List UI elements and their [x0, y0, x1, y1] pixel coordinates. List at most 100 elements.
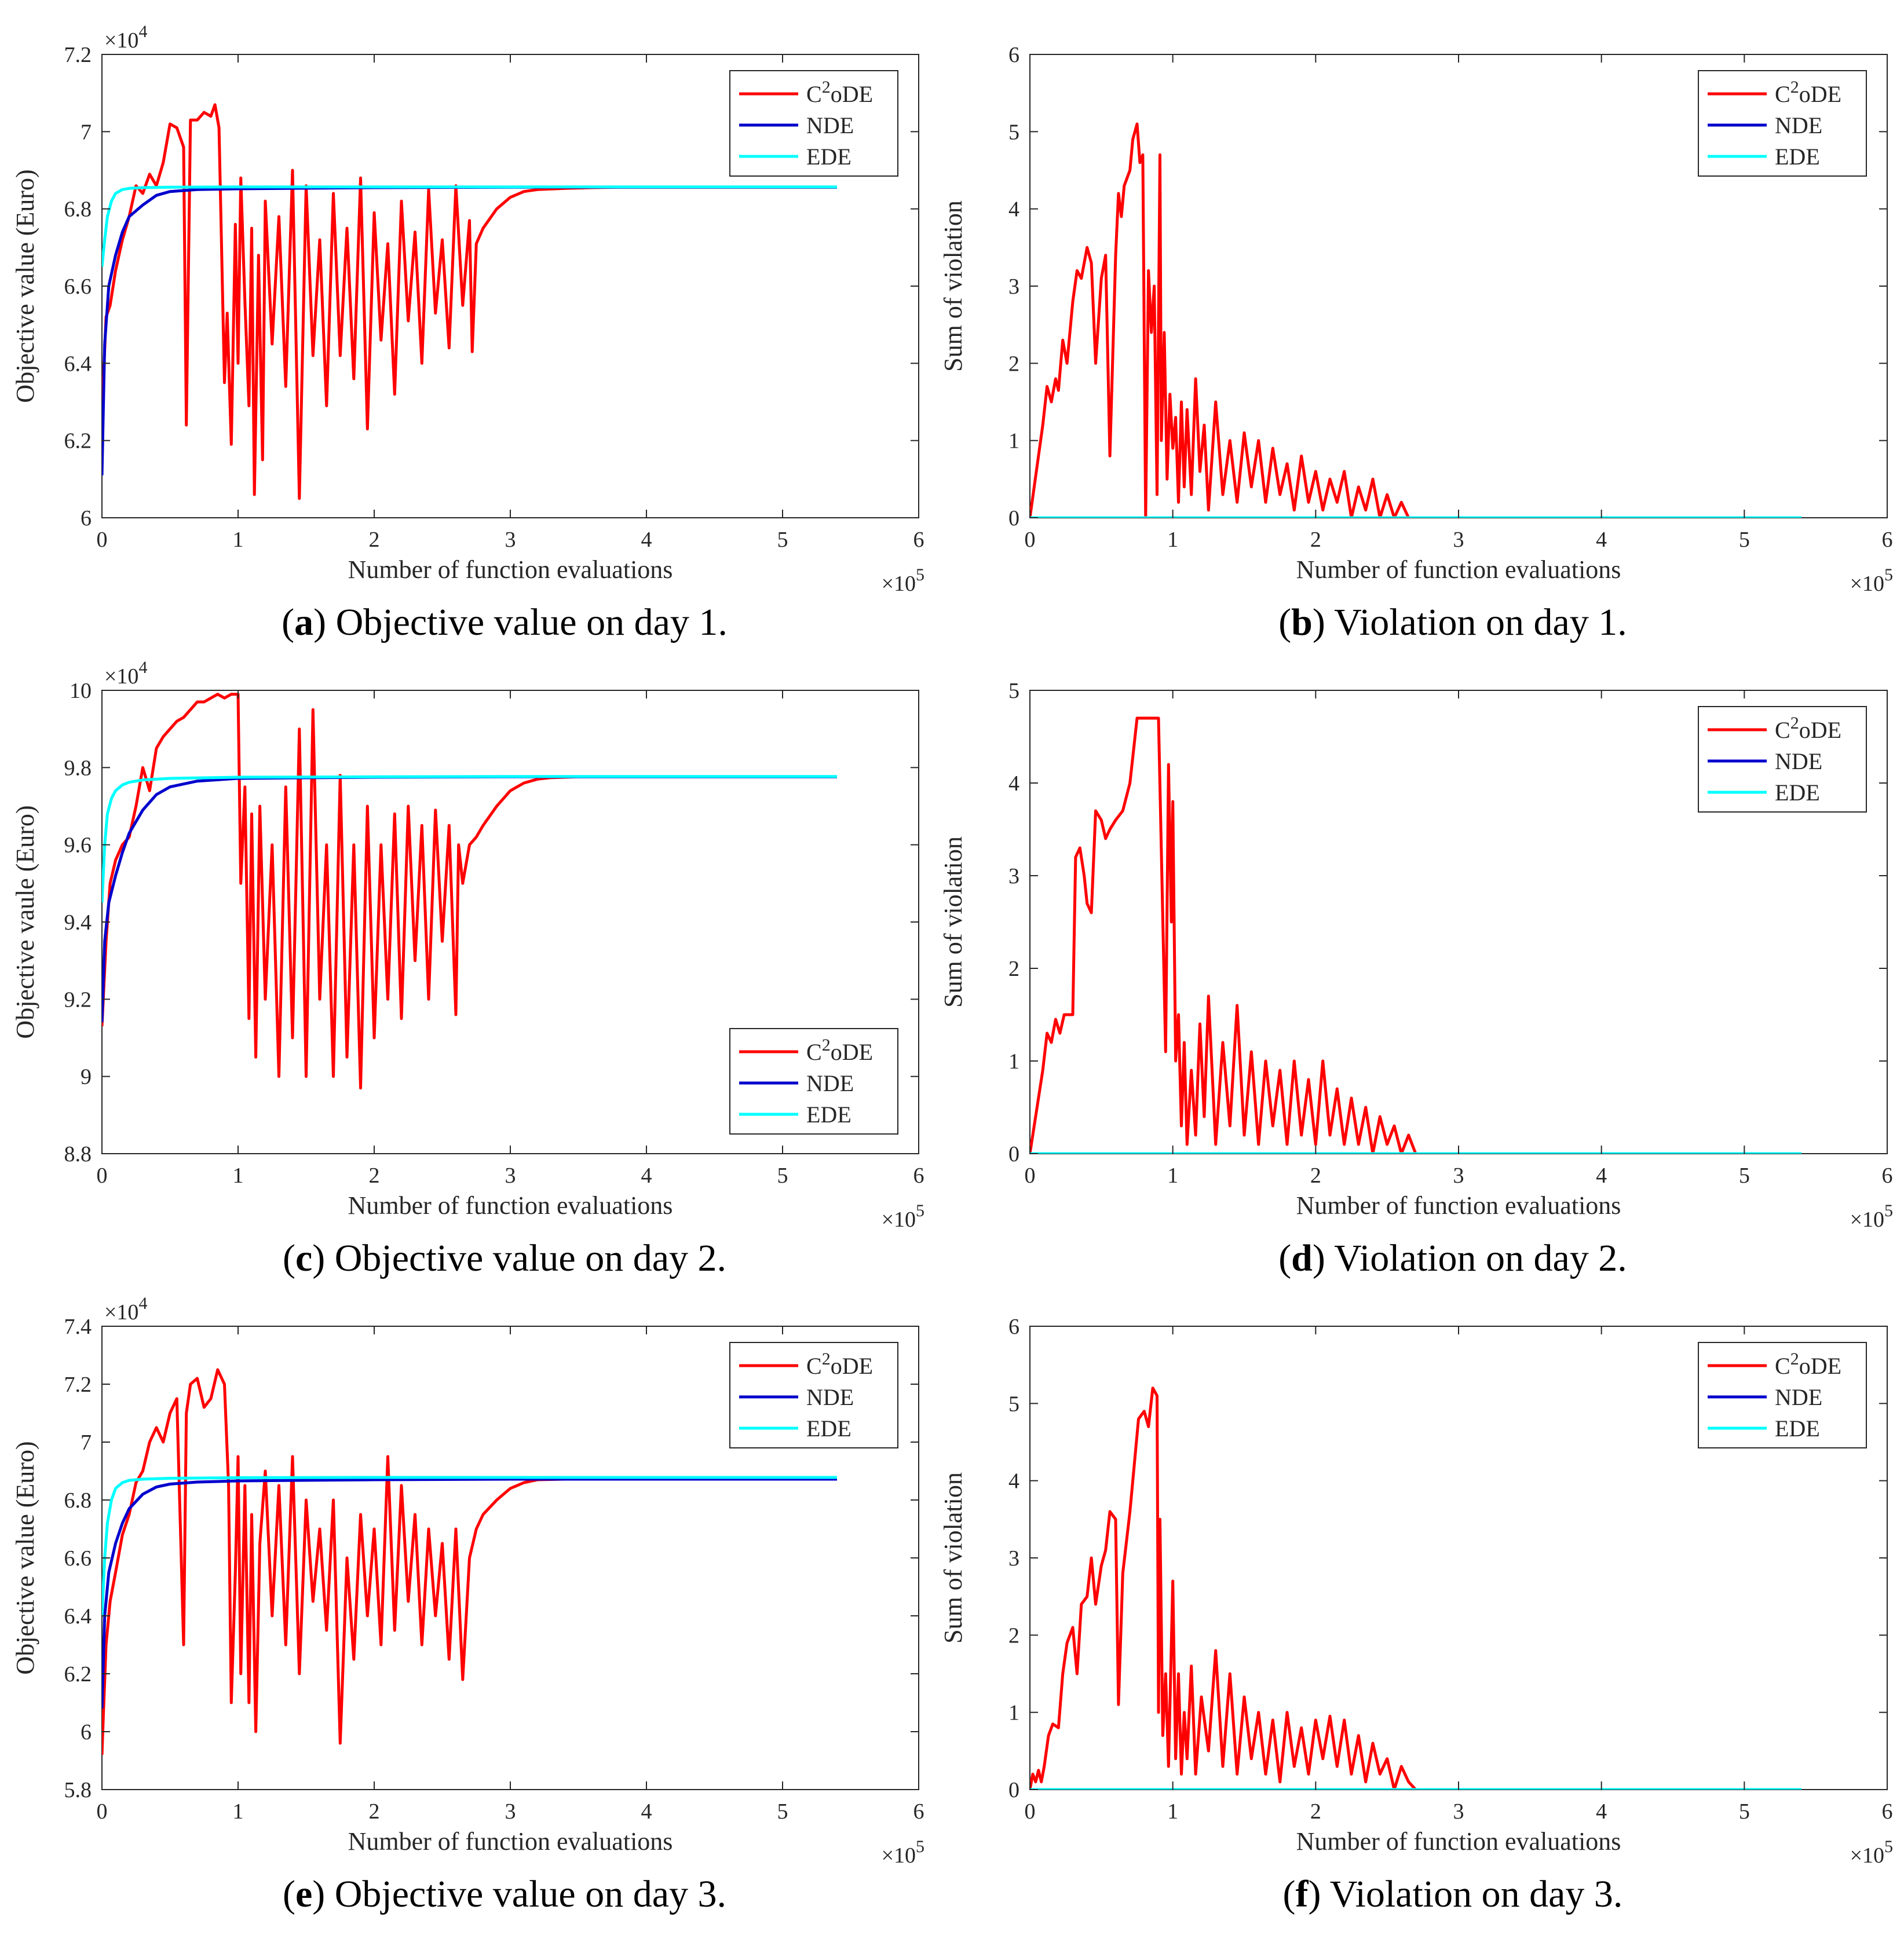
chart-panel-f: 0 1 2 3 4 5 6 0 1 2 3 4 5 6 Number of function evaluat… — [939, 1315, 1893, 1915]
y-axis-label: Objective value (Euro) — [11, 1441, 39, 1674]
x-tick-label: 1 — [1167, 1164, 1178, 1188]
y-tick-label: 9.8 — [64, 756, 92, 780]
x-tick-label: 2 — [1310, 1164, 1321, 1188]
legend-entry-label: EDE — [1775, 1415, 1820, 1442]
x-axis-exponent: ×105 — [1850, 1837, 1893, 1868]
series-group — [102, 1368, 837, 1755]
legend-entry-label: NDE — [1775, 1384, 1822, 1410]
series-group — [1030, 122, 1801, 518]
legend-entry-label: C2oDE — [806, 1036, 873, 1065]
x-tick-label: 3 — [505, 1164, 516, 1188]
x-tick-label: 5 — [1739, 1799, 1750, 1824]
y-tick-label: 5 — [1008, 1392, 1019, 1416]
legend: C2oDE NDE EDE — [1698, 1342, 1867, 1448]
x-tick-label: 3 — [1453, 528, 1464, 552]
y-tick-label: 6.4 — [64, 1604, 92, 1629]
chart-panel-a: 0 1 2 3 4 5 6 6 6.2 6.4 6.6 6.8 7 7.2 Number of functi… — [11, 22, 924, 643]
x-tick-label: 1 — [1167, 1799, 1178, 1824]
y-tick-label: 1 — [1008, 1701, 1019, 1725]
x-tick-label: 4 — [641, 528, 652, 552]
legend: C2oDE NDE EDE — [729, 1342, 898, 1448]
x-tick-label: 2 — [1310, 1799, 1321, 1824]
panel-caption: (c) Objective value on day 2. — [283, 1237, 726, 1279]
x-tick-label: 4 — [1596, 1799, 1607, 1824]
x-tick-label: 3 — [1453, 1799, 1464, 1824]
x-tick-label: 2 — [369, 1164, 380, 1188]
legend-box — [729, 1028, 898, 1135]
y-tick-label: 2 — [1008, 957, 1019, 981]
x-tick-label: 1 — [233, 1164, 244, 1188]
y-tick-label: 9 — [81, 1065, 92, 1089]
x-tick-label: 1 — [1167, 528, 1178, 552]
chart-panel-e: 0 1 2 3 4 5 6 5.8 6 6.2 6.4 6.6 6.8 7 7.2 7.4 Number of … — [11, 1294, 924, 1915]
x-tick-label: 4 — [641, 1164, 652, 1188]
x-axis-label: Number of function evaluations — [348, 555, 673, 584]
legend-entry-label: C2oDE — [1775, 1349, 1841, 1379]
series-line-code — [1030, 1386, 1801, 1790]
x-axis-label: Number of function evaluations — [348, 1827, 673, 1856]
y-tick-label: 9.6 — [64, 833, 92, 858]
x-axis-label: Number of function evaluations — [1296, 1827, 1621, 1856]
y-tick-label: 2 — [1008, 1623, 1019, 1648]
y-tick-label: 1 — [1008, 429, 1019, 453]
y-tick-label: 8.8 — [64, 1142, 92, 1166]
y-tick-label: 4 — [1008, 197, 1019, 222]
x-axis-exponent: ×105 — [1850, 565, 1893, 596]
y-tick-label: 6.8 — [64, 197, 92, 222]
y-tick-label: 7.2 — [64, 1373, 92, 1397]
x-tick-label: 0 — [97, 1799, 108, 1824]
series-group — [1030, 716, 1801, 1154]
series-group — [102, 693, 837, 1090]
x-tick-label: 5 — [777, 1164, 788, 1188]
legend-entry-label: C2oDE — [806, 1349, 873, 1379]
x-tick-label: 2 — [369, 1799, 380, 1824]
y-tick-label: 6 — [1008, 43, 1019, 67]
x-axis-label: Number of function evaluations — [1296, 555, 1621, 584]
y-tick-label: 5 — [1008, 120, 1019, 144]
y-axis-label: Objective vaule (Euro) — [11, 805, 39, 1038]
y-tick-label: 4 — [1008, 771, 1019, 796]
x-tick-label: 0 — [97, 528, 108, 552]
x-tick-label: 0 — [1025, 1164, 1036, 1188]
y-tick-label: 0 — [1008, 1778, 1019, 1802]
panel-caption: (d) Violation on day 2. — [1278, 1237, 1627, 1279]
x-tick-label: 0 — [1025, 528, 1036, 552]
y-axis-label: Objective value (Euro) — [11, 169, 39, 403]
legend-box — [1698, 1342, 1867, 1448]
legend-entry-label: NDE — [806, 112, 854, 138]
legend-entry-label: NDE — [806, 1384, 854, 1410]
series-group — [1030, 1386, 1801, 1790]
x-tick-label: 4 — [1596, 528, 1607, 552]
x-tick-label: 5 — [777, 528, 788, 552]
legend-box — [1698, 70, 1867, 177]
x-tick-label: 0 — [97, 1164, 108, 1188]
legend-entry-label: C2oDE — [806, 78, 873, 107]
y-tick-label: 6 — [81, 1720, 92, 1744]
series-line-ede — [102, 1476, 837, 1616]
x-tick-label: 2 — [1310, 528, 1321, 552]
y-tick-label: 0 — [1008, 1142, 1019, 1166]
y-tick-label: 6.2 — [64, 1662, 92, 1686]
legend: C2oDE NDE EDE — [1698, 70, 1867, 177]
y-axis-label: Sum of violation — [939, 1472, 967, 1644]
x-tick-label: 6 — [1882, 528, 1893, 552]
x-tick-label: 5 — [777, 1799, 788, 1824]
x-tick-label: 4 — [641, 1799, 652, 1824]
y-tick-label: 2 — [1008, 352, 1019, 376]
x-tick-label: 3 — [1453, 1164, 1464, 1188]
y-tick-label: 7.2 — [64, 43, 92, 67]
x-tick-label: 6 — [913, 528, 924, 552]
y-tick-label: 10 — [70, 679, 92, 703]
x-tick-label: 2 — [369, 528, 380, 552]
panel-caption: (b) Violation on day 1. — [1278, 601, 1627, 643]
x-axis-exponent: ×105 — [882, 1837, 924, 1868]
legend-entry-label: NDE — [1775, 748, 1822, 774]
x-tick-label: 1 — [233, 1799, 244, 1824]
series-line-nde — [102, 1477, 837, 1709]
legend-entry-label: C2oDE — [1775, 78, 1841, 107]
x-tick-label: 6 — [913, 1164, 924, 1188]
x-tick-label: 3 — [505, 1799, 516, 1824]
y-axis-exponent: ×104 — [104, 1294, 147, 1325]
legend-entry-label: EDE — [1775, 780, 1820, 806]
